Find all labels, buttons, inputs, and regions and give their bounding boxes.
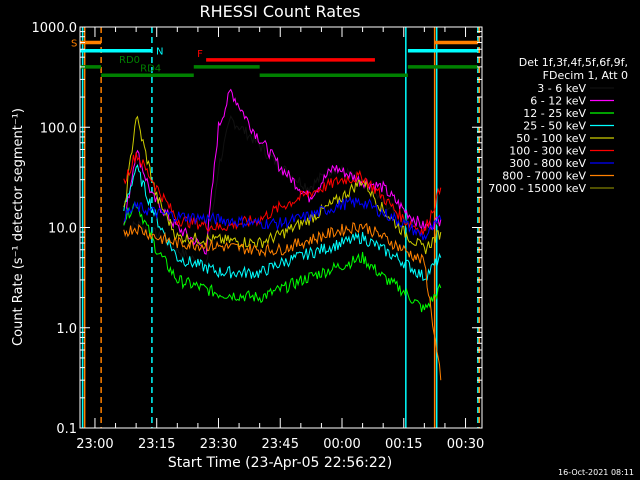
legend-label-3: 25 - 50 keV <box>523 120 586 133</box>
state-label-n: N <box>156 47 163 58</box>
x-tick-label-0: 23:00 <box>76 437 113 452</box>
x-tick-label-6: 00:30 <box>447 437 484 452</box>
legend-label-4: 50 - 100 keV <box>516 132 586 145</box>
series-line-6 <box>123 196 442 241</box>
chart-title: RHESSI Count Rates <box>200 2 361 21</box>
series-line-4 <box>123 115 442 255</box>
state-label-rd4: RD4 <box>140 63 161 74</box>
y-tick-label-0: 0.1 <box>56 422 77 437</box>
x-tick-label-4: 00:00 <box>323 437 360 452</box>
footer-date: 16-Oct-2021 08:11 <box>558 468 634 477</box>
y-tick-label-2: 10.0 <box>48 222 77 237</box>
y-axis-label: Count Rate (s⁻¹ detector segment⁻¹) <box>11 108 26 346</box>
legend-header-0: Det 1f,3f,4f,5f,6f,9f, <box>519 56 628 69</box>
legend-label-1: 6 - 12 keV <box>530 95 586 108</box>
legend-label-5: 100 - 300 keV <box>509 145 586 158</box>
legend-label-2: 12 - 25 keV <box>523 107 586 120</box>
x-tick-label-1: 23:15 <box>138 437 175 452</box>
legend-label-8: 7000 - 15000 keV <box>488 182 586 195</box>
legend-label-6: 300 - 800 keV <box>509 157 586 170</box>
legend-label-7: 800 - 7000 keV <box>502 170 586 183</box>
state-label-rd0: RD0 <box>119 55 140 66</box>
x-tick-label-5: 00:15 <box>385 437 422 452</box>
x-tick-label-2: 23:30 <box>200 437 237 452</box>
state-label-s: S <box>71 39 77 50</box>
series-line-3 <box>123 164 442 282</box>
legend-header-1: FDecim 1, Att 0 <box>543 69 628 82</box>
series-line-1 <box>123 88 442 255</box>
series-line-5 <box>123 152 442 238</box>
y-tick-label-1: 1.0 <box>56 322 77 337</box>
axes: 0.1 1.0 10.0 100.0 1000.0 23:00 23:15 23:30 23:4… <box>32 21 485 452</box>
x-tick-label-3: 23:45 <box>262 437 299 452</box>
y-tick-label-3: 100.0 <box>40 121 77 136</box>
series-line-7 <box>123 222 442 381</box>
legend-label-0: 3 - 6 keV <box>537 82 586 95</box>
y-tick-label-4: 1000.0 <box>32 21 78 36</box>
state-label-f: F <box>197 49 203 60</box>
x-axis-label: Start Time (23-Apr-05 22:56:22) <box>168 455 392 471</box>
series-line-2 <box>123 201 442 313</box>
legend: Det 1f,3f,4f,5f,6f,9f,FDecim 1, Att 03 -… <box>488 56 628 195</box>
